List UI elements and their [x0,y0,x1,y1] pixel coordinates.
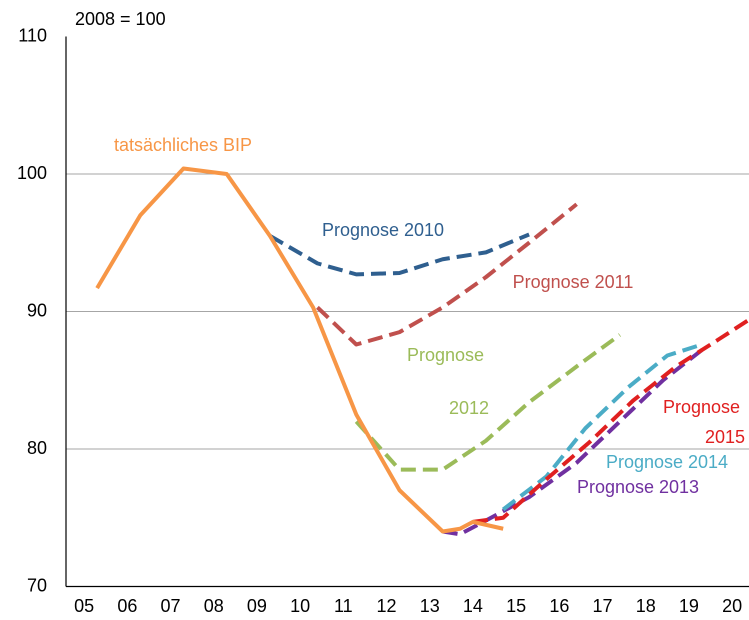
series-line [442,348,704,537]
x-tick-label: 13 [420,596,440,616]
x-tick-label: 10 [290,596,310,616]
x-tick-label: 07 [161,596,181,616]
series-line [354,333,622,472]
series-label: Prognose 2013 [577,477,699,497]
x-tick-label: 15 [506,596,526,616]
series-label: Prognose 2015 [663,397,745,447]
series-line [316,202,578,347]
series-label: Prognose 2010 [322,220,444,240]
series-label: Prognose 2014 [606,452,728,472]
x-tick-label: 08 [204,596,224,616]
x-tick-label: 19 [679,596,699,616]
series-label: tatsächliches BIP [114,135,252,155]
series-label-line: 2015 [705,427,745,447]
y-axis-label: 2008 = 100 [75,9,166,29]
series-line [95,166,504,534]
series-label-line: Prognose [663,397,745,417]
y-tick-label: 100 [17,163,47,183]
series-line [501,342,703,512]
x-tick-label: 16 [549,596,569,616]
series-label: Prognose 2011 [513,272,634,292]
series-label-line: 2012 [449,398,489,418]
x-tick-label: 14 [463,596,483,616]
x-tick-label: 09 [247,596,267,616]
y-tick-label: 90 [27,300,47,320]
x-tick-label: 06 [117,596,137,616]
x-tick-label: 05 [74,596,94,616]
x-tick-label: 11 [334,596,353,616]
series-line [268,232,530,277]
series-label-line: Prognose [407,345,489,365]
x-tick-label: 17 [593,596,613,616]
y-tick-label: 110 [18,25,47,45]
y-tick-label: 80 [27,438,47,458]
x-tick-label: 20 [722,596,742,616]
y-tick-label: 70 [27,575,47,595]
x-tick-label: 18 [636,596,656,616]
series-label: Prognose 2012 [407,345,489,418]
x-tick-label: 12 [377,596,397,616]
